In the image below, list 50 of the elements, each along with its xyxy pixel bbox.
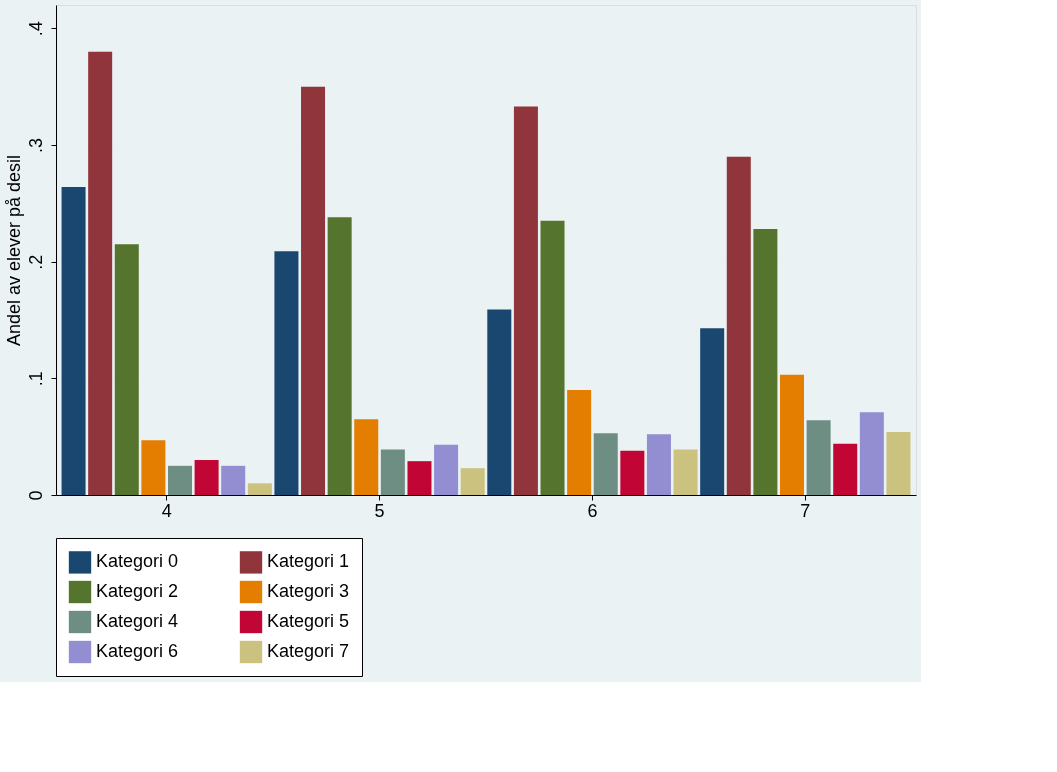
- x-tick-label: 5: [374, 500, 385, 521]
- bar: [859, 412, 884, 495]
- legend-label: Kategori 5: [267, 611, 350, 631]
- bar: [567, 390, 592, 495]
- bar: [354, 419, 379, 495]
- bar: [487, 309, 512, 495]
- y-axis-title: Andel av elever på desil: [3, 154, 24, 347]
- bar: [753, 229, 778, 495]
- bar: [593, 433, 618, 495]
- bar: [886, 432, 911, 495]
- y-tick-label: .2: [25, 254, 46, 270]
- legend-label: Kategori 3: [267, 581, 350, 601]
- legend-label: Kategori 6: [96, 641, 179, 661]
- bar: [141, 440, 166, 495]
- bar: [513, 106, 538, 495]
- bar: [194, 460, 219, 495]
- bar: [114, 244, 139, 495]
- bar: [700, 328, 725, 495]
- bar: [646, 434, 671, 495]
- bar: [434, 444, 459, 495]
- x-tick-label: 4: [161, 500, 172, 521]
- legend-label: Kategori 1: [267, 551, 350, 572]
- bar: [301, 86, 326, 495]
- x-tick-label: 6: [587, 500, 598, 521]
- bar: [61, 187, 86, 495]
- bar: [540, 220, 565, 495]
- x-tick-label: 7: [800, 500, 811, 521]
- bar: [620, 450, 645, 495]
- legend-label: Kategori 7: [267, 641, 350, 661]
- bar: [780, 374, 804, 495]
- bar: [274, 251, 299, 495]
- bar: [88, 51, 113, 495]
- y-tick-label: .3: [25, 137, 46, 154]
- bar: [833, 443, 858, 495]
- bar: [168, 465, 192, 495]
- y-tick-label: .4: [25, 21, 46, 37]
- legend-label: Kategori 0: [96, 551, 179, 572]
- bar: [327, 217, 352, 495]
- y-tick-label: .1: [25, 371, 46, 387]
- bar: [247, 483, 272, 495]
- legend-label: Kategori 2: [96, 581, 179, 601]
- bar: [806, 420, 831, 495]
- legend-label: Kategori 4: [96, 611, 179, 631]
- bar: [407, 461, 432, 495]
- bar: [221, 465, 246, 495]
- bar: [726, 156, 751, 495]
- bar: [673, 449, 698, 495]
- bar: [380, 449, 405, 495]
- bar: [460, 468, 485, 495]
- y-tick-label: 0: [25, 490, 46, 501]
